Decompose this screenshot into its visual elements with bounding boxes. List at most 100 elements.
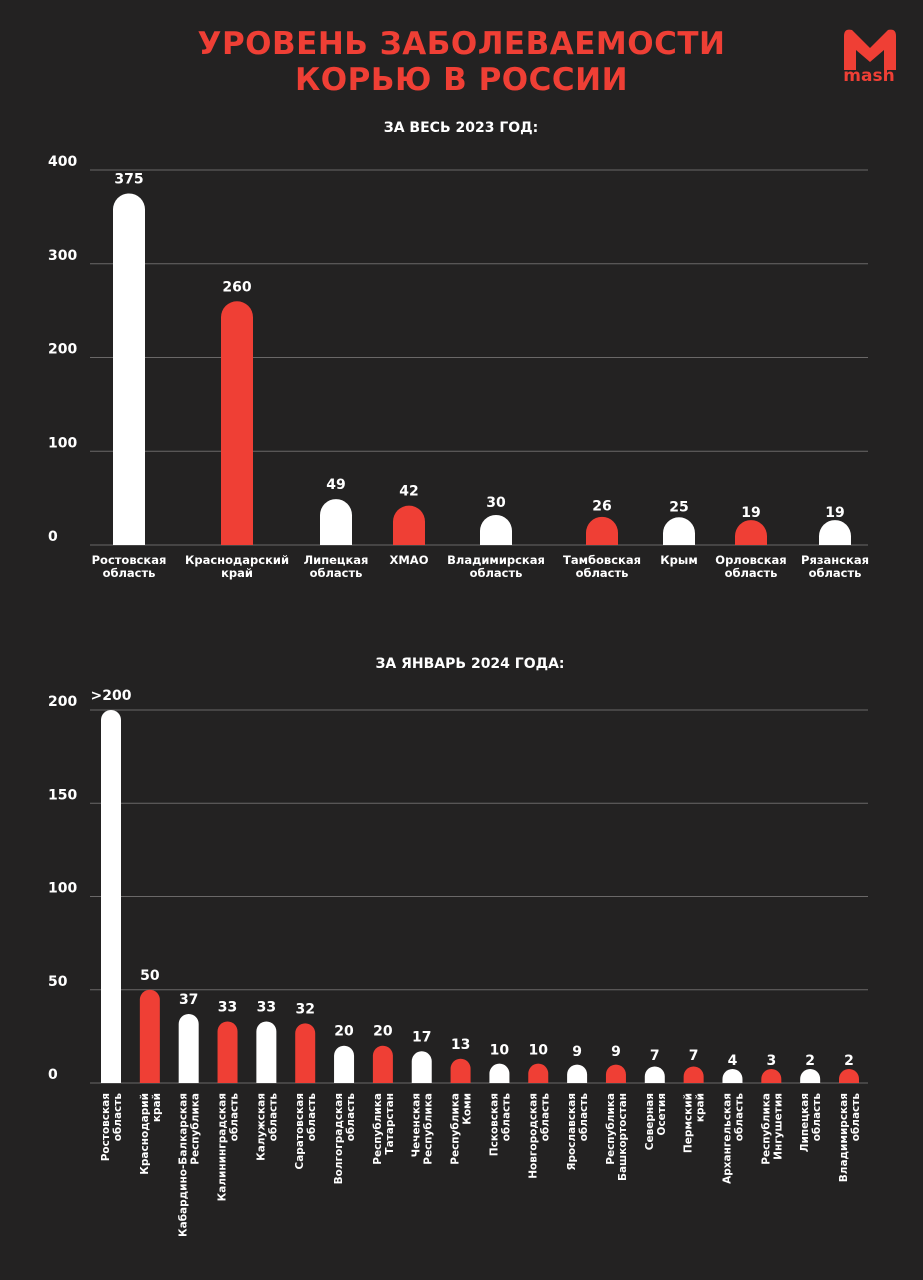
category-label: Калининградскаяобласть bbox=[217, 1093, 241, 1202]
data-label: 9 bbox=[572, 1044, 582, 1060]
category-label: Владимирскаяобласть bbox=[838, 1093, 862, 1183]
category-label: Краснодарский край bbox=[185, 553, 289, 580]
category-label: ХМАО bbox=[390, 553, 429, 567]
mash-logo-icon bbox=[844, 29, 896, 72]
data-label: 375 bbox=[114, 171, 143, 187]
category-label: Ярославскаяобласть bbox=[566, 1093, 590, 1171]
bar bbox=[178, 1013, 199, 1083]
svg-text:Ростовскаяобласть: Ростовскаяобласть bbox=[100, 1093, 124, 1162]
chart-2023: ЗА ВЕСЬ 2023 ГОД: 0 100 200 300 400 375 Ростовс… bbox=[48, 120, 869, 580]
bar bbox=[567, 1064, 588, 1083]
title-line-1: УРОВЕНЬ ЗАБОЛЕВАЕМОСТИ bbox=[197, 26, 726, 62]
category-label: Саратовскаяобласть bbox=[294, 1093, 318, 1170]
svg-text:Архангельскаяобласть: Архангельскаяобласть bbox=[721, 1093, 745, 1184]
svg-text:РеспубликаТатарстан: РеспубликаТатарстан bbox=[372, 1093, 396, 1165]
category-label: Калужскаяобласть bbox=[255, 1093, 279, 1161]
bar bbox=[334, 1045, 355, 1083]
data-label: 7 bbox=[650, 1048, 660, 1064]
data-label: 50 bbox=[140, 968, 160, 984]
category-label: Ростовскаяобласть bbox=[100, 1093, 124, 1162]
data-label: 37 bbox=[179, 992, 198, 1008]
bar bbox=[722, 1069, 743, 1083]
y-tick-label: 150 bbox=[48, 787, 77, 803]
category-label: ЧеченскаяРеспублика bbox=[411, 1093, 435, 1165]
bar bbox=[113, 193, 145, 545]
data-label: 260 bbox=[222, 279, 251, 295]
svg-text:Новгородскаяобласть: Новгородскаяобласть bbox=[527, 1093, 551, 1179]
category-label: Пермскийкрай bbox=[683, 1093, 707, 1153]
svg-text:Ярославскаяобласть: Ярославскаяобласть bbox=[566, 1093, 590, 1171]
bar bbox=[605, 1064, 626, 1083]
data-label: 13 bbox=[451, 1037, 470, 1053]
svg-text:Краснодарийкрай: Краснодарийкрай bbox=[139, 1093, 163, 1175]
bar bbox=[663, 517, 695, 545]
y-tick-label: 200 bbox=[48, 342, 77, 358]
data-label: 19 bbox=[825, 505, 844, 521]
data-label: 33 bbox=[218, 999, 237, 1015]
category-label: Тамбовская область bbox=[563, 553, 641, 580]
y-tick-label: 100 bbox=[48, 881, 77, 897]
logo-text: mash bbox=[843, 66, 895, 86]
data-label: 19 bbox=[741, 505, 760, 521]
chart-january-2024: ЗА ЯНВАРЬ 2024 ГОДА: 0 50 100 150 200 >200 Рост… bbox=[48, 656, 868, 1237]
category-label: Волгоградскаяобласть bbox=[333, 1093, 357, 1185]
y-tick-label: 50 bbox=[48, 974, 68, 990]
bar bbox=[644, 1066, 665, 1083]
y-tick-label: 100 bbox=[48, 435, 77, 451]
data-label: 32 bbox=[295, 1001, 314, 1017]
svg-text:Саратовскаяобласть: Саратовскаяобласть bbox=[294, 1093, 318, 1170]
bar bbox=[839, 1069, 859, 1083]
data-label: 25 bbox=[669, 500, 688, 516]
svg-text:Калининградскаяобласть: Калининградскаяобласть bbox=[217, 1093, 241, 1202]
svg-text:Волгоградскаяобласть: Волгоградскаяобласть bbox=[333, 1093, 357, 1185]
data-label: 26 bbox=[592, 499, 611, 515]
svg-text:Владимирскаяобласть: Владимирскаяобласть bbox=[838, 1093, 862, 1183]
bar bbox=[528, 1063, 549, 1083]
title-line-2: КОРЬЮ В РОССИИ bbox=[294, 62, 629, 98]
category-label: СевернаяОсетия bbox=[644, 1093, 668, 1150]
y-tick-label: 0 bbox=[48, 529, 58, 545]
bar bbox=[256, 1021, 277, 1083]
bar bbox=[480, 514, 512, 545]
svg-text:Кабардино-БалкарскаяРеспублика: Кабардино-БалкарскаяРеспублика bbox=[178, 1093, 202, 1237]
data-label: 2 bbox=[805, 1053, 815, 1069]
data-label: 9 bbox=[611, 1044, 621, 1060]
chart-title: ЗА ВЕСЬ 2023 ГОД: bbox=[384, 120, 538, 136]
chart-title: ЗА ЯНВАРЬ 2024 ГОДА: bbox=[375, 656, 564, 672]
data-label: 20 bbox=[373, 1024, 393, 1040]
category-label: Архангельскаяобласть bbox=[721, 1093, 745, 1184]
y-tick-label: 400 bbox=[48, 154, 77, 170]
bar bbox=[295, 1023, 316, 1083]
category-label: Новгородскаяобласть bbox=[527, 1093, 551, 1179]
svg-text:Калужскаяобласть: Калужскаяобласть bbox=[255, 1093, 279, 1161]
category-label: Крым bbox=[660, 553, 697, 567]
bar bbox=[139, 989, 160, 1083]
bar bbox=[221, 301, 253, 545]
bar bbox=[586, 516, 618, 545]
y-tick-label: 300 bbox=[48, 248, 77, 264]
bar bbox=[819, 520, 851, 545]
svg-text:Псковскаяобласть: Псковскаяобласть bbox=[488, 1093, 512, 1157]
svg-text:Липецкаяобласть: Липецкаяобласть bbox=[799, 1093, 823, 1153]
bar bbox=[489, 1063, 510, 1083]
svg-text:ЧеченскаяРеспублика: ЧеченскаяРеспублика bbox=[411, 1093, 435, 1165]
bar bbox=[411, 1051, 432, 1083]
bar bbox=[320, 499, 352, 545]
data-label: 20 bbox=[334, 1024, 354, 1040]
data-label: 33 bbox=[257, 999, 276, 1015]
category-label: Псковскаяобласть bbox=[488, 1093, 512, 1157]
category-label: РеспубликаБашкортостан bbox=[605, 1093, 629, 1181]
category-label: Кабардино-БалкарскаяРеспублика bbox=[178, 1093, 202, 1237]
category-label: Орловская область bbox=[715, 553, 786, 580]
bar bbox=[217, 1021, 238, 1083]
data-label: 10 bbox=[529, 1042, 549, 1058]
data-label: 17 bbox=[412, 1029, 431, 1045]
bar bbox=[393, 505, 425, 545]
bar bbox=[683, 1066, 704, 1083]
bar bbox=[761, 1069, 782, 1083]
bar bbox=[101, 710, 121, 1083]
page-title: УРОВЕНЬ ЗАБОЛЕВАЕМОСТИ КОРЬЮ В РОССИИ bbox=[0, 26, 923, 98]
